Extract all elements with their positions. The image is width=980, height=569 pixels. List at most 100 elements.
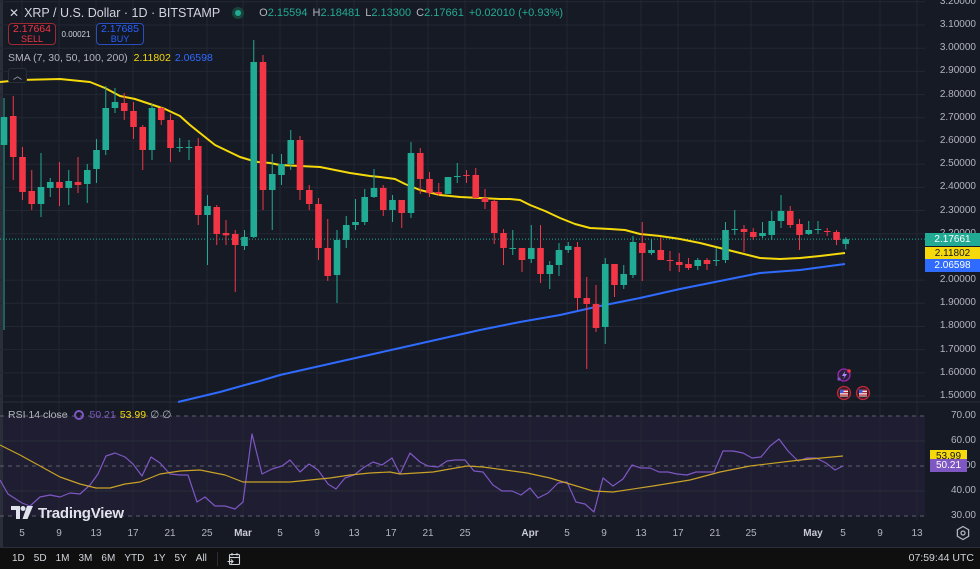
- rsi-tick-label: 30.00: [950, 510, 976, 521]
- time-tick-label: 9: [56, 528, 62, 539]
- low-value: 2.13300: [371, 7, 412, 19]
- symbol-title[interactable]: XRP / U.S. Dollar · 1D · BITSTAMP: [24, 6, 221, 20]
- time-tick-label: 5: [840, 528, 846, 539]
- price-axis-tag: 2.17661: [925, 233, 980, 247]
- rsi-tick-label: 60.00: [950, 435, 976, 446]
- range-3m[interactable]: 3M: [78, 553, 93, 564]
- price-axis-tag: 2.11802: [925, 246, 980, 260]
- time-tick-label: 13: [90, 528, 102, 539]
- time-tick-label: 21: [422, 528, 434, 539]
- rsi-legend[interactable]: RSI 14 close 50.21 53.99 ∅ ∅: [8, 409, 174, 421]
- open-label: O: [259, 7, 268, 19]
- change-value: +0.02010 (+0.93%): [468, 7, 564, 19]
- price-tick-label: 1.80000: [939, 320, 976, 332]
- open-value: 2.15594: [267, 7, 308, 19]
- sma-legend[interactable]: SMA (7, 30, 50, 100, 200) 2.11802 2.0659…: [8, 52, 213, 64]
- rsi-name: RSI 14 close: [8, 409, 68, 421]
- price-tick-label: 3.20000: [939, 0, 976, 7]
- price-tick-label: 2.50000: [939, 158, 976, 170]
- price-tick-label: 2.00000: [939, 274, 976, 286]
- chevron-up-icon: ︿: [12, 71, 22, 81]
- time-tick-label: 17: [672, 528, 684, 539]
- sma-name: SMA (7, 30, 50, 100, 200): [8, 52, 128, 64]
- rsi-ma-value: 53.99: [119, 409, 147, 421]
- price-tick-label: 1.50000: [939, 390, 976, 402]
- sma-value-2: 2.06598: [174, 52, 213, 64]
- market-open-icon: [232, 7, 245, 19]
- price-tick-label: 1.60000: [939, 366, 976, 378]
- time-tick-label: 25: [745, 528, 757, 539]
- events-markers: [835, 368, 875, 409]
- buy-label: BUY: [110, 34, 130, 44]
- time-tick-label: 21: [164, 528, 176, 539]
- axis-settings-icon[interactable]: [955, 525, 971, 541]
- rsi-tick-label: 70.00: [950, 410, 976, 421]
- time-tick-label: Mar: [234, 528, 252, 539]
- rsi-axis-tag: 50.21: [930, 459, 967, 473]
- time-tick-label: 21: [709, 528, 721, 539]
- time-tick-label: 5: [277, 528, 283, 539]
- time-tick-label: 9: [877, 528, 883, 539]
- rsi-value: 50.21: [89, 409, 116, 421]
- high-value: 2.18481: [320, 7, 361, 19]
- time-tick-label: 9: [314, 528, 320, 539]
- trade-panel: 2.17664 SELL 0.00021 2.17685 BUY: [8, 23, 144, 45]
- price-tick-label: 3.00000: [939, 42, 976, 54]
- price-tick-label: 1.70000: [939, 343, 976, 355]
- range-1d[interactable]: 1D: [12, 553, 25, 564]
- tv-logo-icon: [11, 505, 33, 522]
- price-tick-label: 2.70000: [939, 111, 976, 123]
- high-label: H: [312, 7, 321, 19]
- close-label: C: [416, 7, 425, 19]
- toolbar-divider: [216, 551, 218, 566]
- time-tick-label: Apr: [521, 528, 539, 539]
- rsi-band-upper: ∅: [150, 409, 160, 421]
- buy-button[interactable]: 2.17685 BUY: [96, 23, 144, 45]
- range-5y[interactable]: 5Y: [174, 553, 187, 564]
- utc-clock[interactable]: 07:59:44 UTC: [908, 552, 974, 564]
- time-tick-label: 13: [348, 528, 360, 539]
- go-to-date-icon[interactable]: [227, 552, 241, 566]
- price-tick-label: 2.30000: [939, 204, 976, 216]
- range-ytd[interactable]: YTD: [124, 553, 145, 564]
- bottom-toolbar: 1D 5D 1M 3M 6M YTD 1Y 5Y All 07:59:44 UT…: [0, 547, 980, 569]
- spread-value: 0.00021: [61, 29, 91, 39]
- tradingview-logo[interactable]: TradingView: [11, 505, 124, 522]
- time-tick-label: 5: [19, 528, 25, 539]
- time-tick-label: 17: [385, 528, 397, 539]
- price-axis-tag: 2.06598: [925, 258, 980, 272]
- price-tick-label: 1.90000: [939, 297, 976, 309]
- rsi-tick-label: 40.00: [950, 485, 976, 496]
- sell-button[interactable]: 2.17664 SELL: [8, 23, 56, 45]
- range-5d[interactable]: 5D: [33, 553, 47, 564]
- watermark-text: TradingView: [38, 505, 124, 522]
- price-tick-label: 3.10000: [939, 19, 976, 30]
- sma-value-1: 2.11802: [133, 52, 171, 64]
- sell-price: 2.17664: [13, 23, 51, 35]
- time-tick-label: 25: [459, 528, 471, 539]
- time-tick-label: May: [803, 528, 823, 539]
- time-tick-label: 25: [201, 528, 213, 539]
- price-tick-label: 2.90000: [939, 65, 976, 77]
- time-tick-label: 17: [127, 528, 139, 539]
- sell-label: SELL: [20, 34, 44, 44]
- range-6m[interactable]: 6M: [101, 553, 116, 564]
- buy-price: 2.17685: [101, 23, 139, 35]
- rsi-band-lower: ∅: [162, 409, 172, 421]
- time-tick-label: 13: [911, 528, 923, 539]
- low-label: L: [365, 7, 372, 19]
- close-icon[interactable]: ✕: [9, 6, 20, 20]
- symbol-header: ✕ XRP / U.S. Dollar · 1D · BITSTAMP O 2.1…: [9, 6, 563, 20]
- time-tick-label: 13: [635, 528, 647, 539]
- time-tick-label: 9: [601, 528, 607, 539]
- economic-events-icons[interactable]: [835, 368, 875, 404]
- price-tick-label: 2.60000: [939, 134, 976, 146]
- data-source-icon: [73, 410, 84, 420]
- close-value: 2.17661: [424, 7, 464, 19]
- collapse-legend-button[interactable]: ︿: [8, 68, 27, 83]
- price-tick-label: 2.40000: [939, 181, 976, 193]
- range-all[interactable]: All: [195, 553, 207, 564]
- range-1m[interactable]: 1M: [55, 553, 70, 564]
- range-1y[interactable]: 1Y: [153, 553, 166, 564]
